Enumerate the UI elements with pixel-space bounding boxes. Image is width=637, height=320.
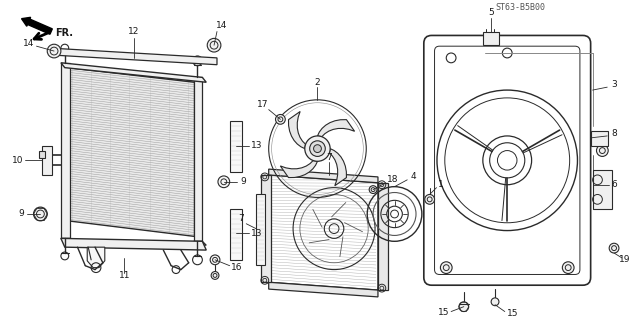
Text: 13: 13 <box>251 229 262 238</box>
Polygon shape <box>61 63 206 82</box>
Polygon shape <box>61 238 73 242</box>
Polygon shape <box>269 282 378 297</box>
Bar <box>42 146 52 175</box>
Circle shape <box>491 298 499 306</box>
Polygon shape <box>61 238 206 250</box>
Text: 9: 9 <box>240 177 247 186</box>
Text: 9: 9 <box>18 210 24 219</box>
Polygon shape <box>194 77 203 241</box>
Circle shape <box>207 38 221 52</box>
Text: 1: 1 <box>438 180 443 189</box>
Text: 8: 8 <box>611 130 617 139</box>
Circle shape <box>210 255 220 265</box>
Circle shape <box>304 136 330 161</box>
Polygon shape <box>269 175 378 290</box>
Text: ST63-B5B00: ST63-B5B00 <box>495 3 545 12</box>
Circle shape <box>310 141 326 156</box>
Text: 2: 2 <box>315 78 320 87</box>
Circle shape <box>440 262 452 274</box>
Circle shape <box>609 243 619 253</box>
Bar <box>592 170 612 209</box>
Polygon shape <box>61 63 69 238</box>
Circle shape <box>425 195 434 204</box>
Circle shape <box>369 186 377 194</box>
Circle shape <box>313 145 322 153</box>
Text: 5: 5 <box>488 8 494 17</box>
Text: 4: 4 <box>410 172 416 181</box>
Bar <box>230 121 242 172</box>
Text: 10: 10 <box>12 156 24 165</box>
Text: 14: 14 <box>216 21 227 30</box>
Text: 6: 6 <box>611 180 617 189</box>
Text: 16: 16 <box>231 263 242 272</box>
Circle shape <box>459 302 469 312</box>
Circle shape <box>34 207 47 221</box>
Polygon shape <box>194 241 206 245</box>
Circle shape <box>218 176 230 188</box>
Circle shape <box>596 145 608 156</box>
Text: 11: 11 <box>118 271 130 280</box>
Bar <box>39 151 45 158</box>
Circle shape <box>562 262 574 274</box>
Text: 15: 15 <box>438 308 449 317</box>
Circle shape <box>211 272 219 279</box>
Text: FR.: FR. <box>55 28 73 38</box>
Text: 3: 3 <box>611 80 617 89</box>
Text: 7: 7 <box>238 214 244 223</box>
Polygon shape <box>269 169 378 183</box>
Bar <box>590 131 608 146</box>
Bar <box>230 209 242 260</box>
Bar <box>483 32 499 45</box>
Polygon shape <box>289 111 306 148</box>
Text: 13: 13 <box>251 141 262 150</box>
Circle shape <box>47 44 61 58</box>
Polygon shape <box>261 175 271 282</box>
Text: 19: 19 <box>619 255 631 264</box>
Polygon shape <box>51 48 217 65</box>
Text: 18: 18 <box>387 175 398 184</box>
Text: 17: 17 <box>257 100 269 109</box>
Polygon shape <box>87 247 105 268</box>
Text: 7: 7 <box>326 153 332 162</box>
Polygon shape <box>317 120 355 137</box>
Text: 12: 12 <box>129 27 140 36</box>
Polygon shape <box>280 161 317 178</box>
FancyArrow shape <box>22 17 52 34</box>
Polygon shape <box>378 183 388 290</box>
Text: 15: 15 <box>507 309 519 318</box>
Bar <box>256 195 265 265</box>
Circle shape <box>276 115 285 124</box>
Polygon shape <box>329 148 347 186</box>
FancyBboxPatch shape <box>424 36 590 285</box>
Text: 14: 14 <box>23 39 34 48</box>
